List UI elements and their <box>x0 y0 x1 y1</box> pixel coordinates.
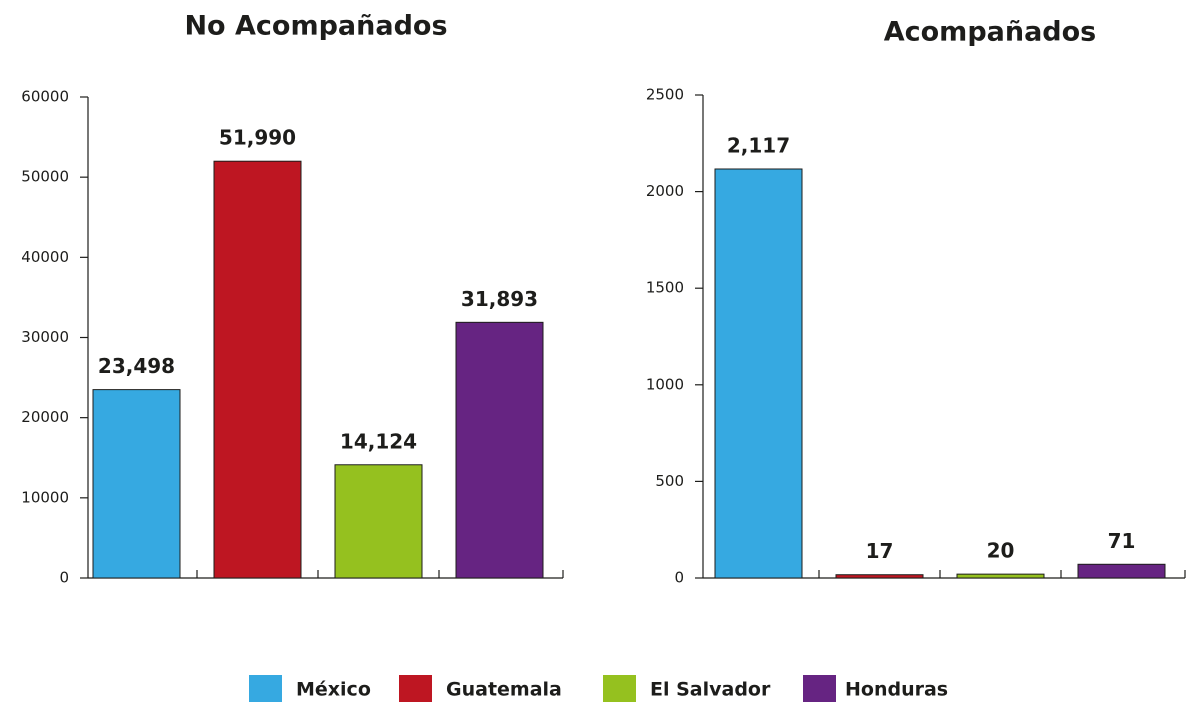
y-tick-label: 30000 <box>21 328 69 346</box>
value-label: 23,498 <box>98 354 175 378</box>
bar <box>92 389 181 579</box>
value-label: 71 <box>1108 529 1136 553</box>
bar <box>956 573 1045 579</box>
value-label: 14,124 <box>340 429 417 453</box>
value-label: 2,117 <box>727 133 790 157</box>
legend-swatch <box>603 675 636 702</box>
value-label: 17 <box>866 539 894 563</box>
value-label: 51,990 <box>219 126 296 150</box>
legend-label: El Salvador <box>650 679 771 701</box>
y-tick-label: 500 <box>655 472 684 490</box>
y-tick-label: 50000 <box>21 168 69 186</box>
y-tick-label: 0 <box>674 569 684 587</box>
bar <box>455 321 544 579</box>
legend-label: Guatemala <box>446 679 562 701</box>
legend-swatch <box>803 675 836 702</box>
y-tick-label: 60000 <box>21 88 69 106</box>
bar <box>714 168 803 579</box>
bar <box>1077 563 1166 579</box>
y-tick-label: 10000 <box>21 488 69 506</box>
legend-swatch <box>399 675 432 702</box>
y-tick-label: 0 <box>59 569 69 587</box>
bar <box>334 464 423 579</box>
legend-label: México <box>296 679 371 701</box>
bar <box>213 160 302 579</box>
y-tick-label: 1000 <box>646 375 684 393</box>
legend-swatch <box>249 675 282 702</box>
bar <box>835 574 924 579</box>
y-tick-label: 2500 <box>646 86 684 104</box>
y-tick-label: 2000 <box>646 182 684 200</box>
value-label: 20 <box>987 539 1015 563</box>
chart-title: Acompañados <box>884 17 1097 48</box>
chart-title: No Acompañados <box>184 11 447 42</box>
y-tick-label: 20000 <box>21 408 69 426</box>
y-tick-label: 1500 <box>646 279 684 297</box>
y-tick-label: 40000 <box>21 248 69 266</box>
value-label: 31,893 <box>461 287 538 311</box>
legend-label: Honduras <box>845 679 948 701</box>
